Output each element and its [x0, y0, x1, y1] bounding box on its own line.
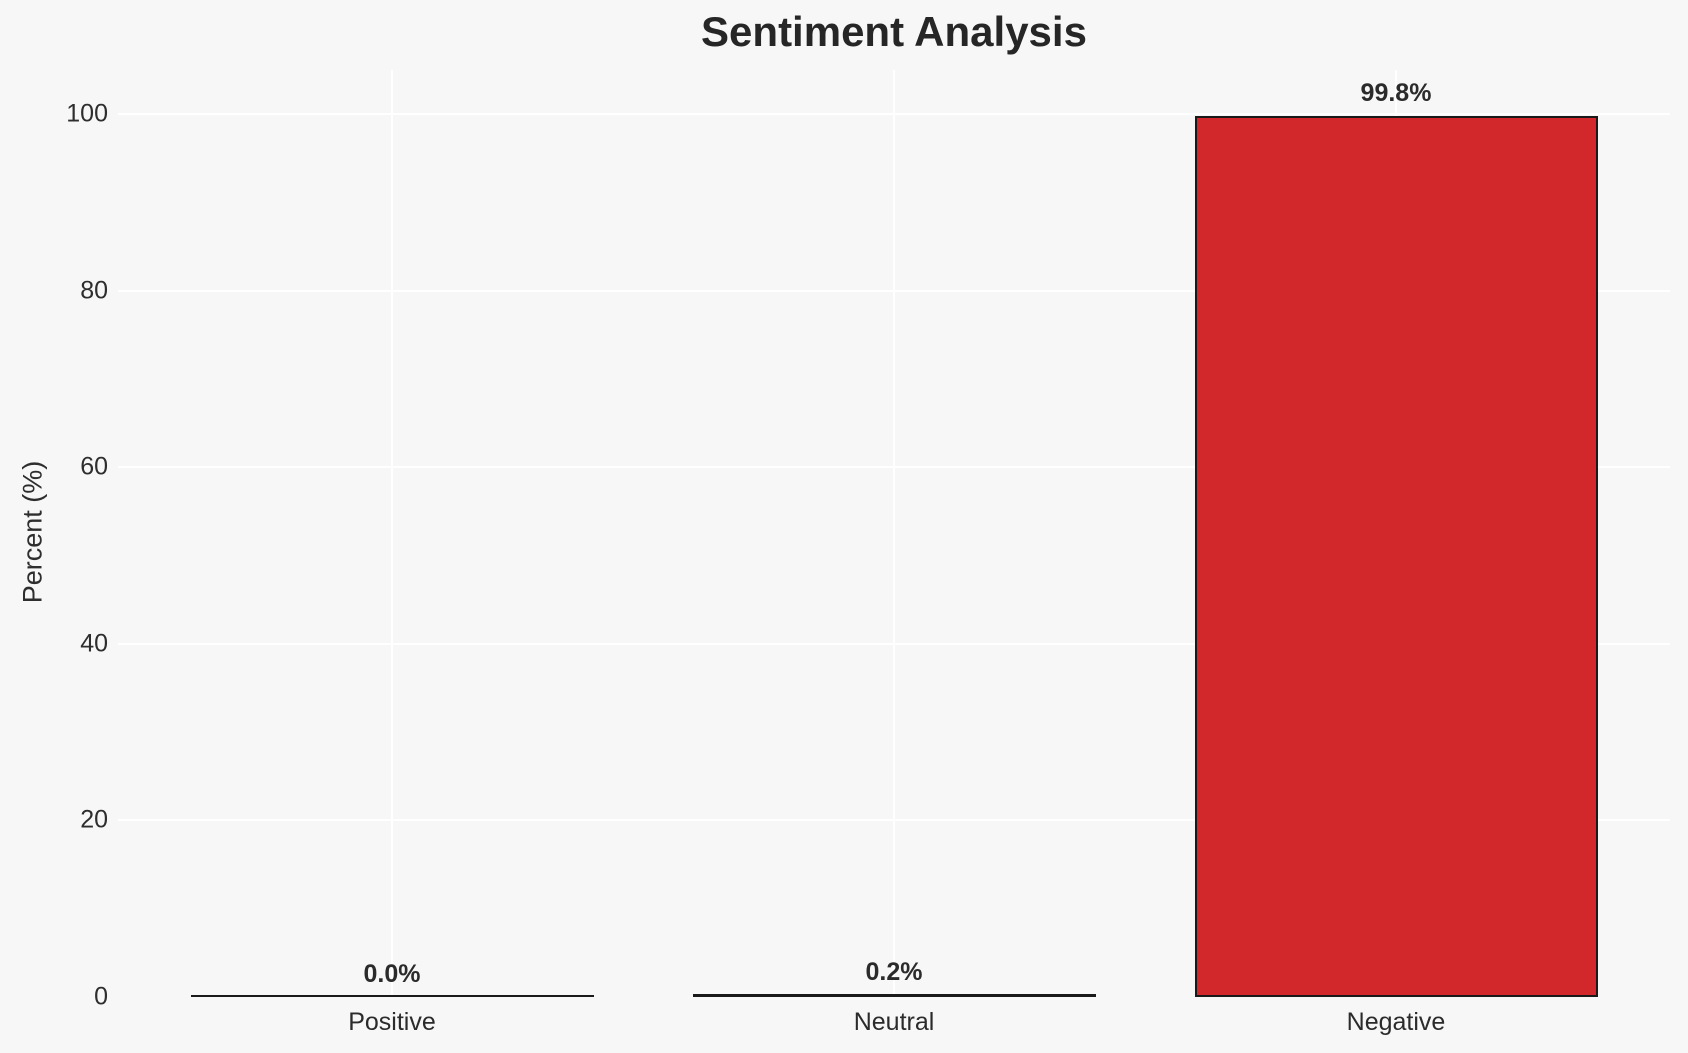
bar-value-label-negative: 99.8%	[1360, 79, 1432, 107]
x-tick-label-neutral: Neutral	[853, 1008, 935, 1036]
vertical-gridline	[893, 70, 895, 997]
x-tick-label-positive: Positive	[348, 1008, 436, 1036]
y-tick-label: 100	[66, 99, 108, 128]
y-tick-label: 40	[80, 629, 108, 658]
chart-title: Sentiment Analysis	[701, 8, 1087, 55]
y-tick-label: 80	[80, 276, 108, 305]
plot-area: 0.0% 0.2% 99.8% Positive Neutral Negative	[118, 70, 1670, 1036]
vertical-gridline	[391, 70, 393, 997]
y-tick-label: 20	[80, 805, 108, 834]
bar-value-label-positive: 0.0%	[363, 960, 421, 988]
bar-value-label-neutral: 0.2%	[865, 958, 923, 986]
bar-neutral	[692, 994, 1096, 997]
bar-value-labels: 0.0% 0.2% 99.8%	[118, 70, 1670, 997]
bar-negative	[1194, 116, 1598, 997]
bar-positive	[190, 995, 594, 997]
x-tick-label-negative: Negative	[1346, 1008, 1446, 1036]
y-axis-label: Percent (%)	[17, 460, 48, 604]
y-tick-label: 0	[94, 982, 108, 1011]
